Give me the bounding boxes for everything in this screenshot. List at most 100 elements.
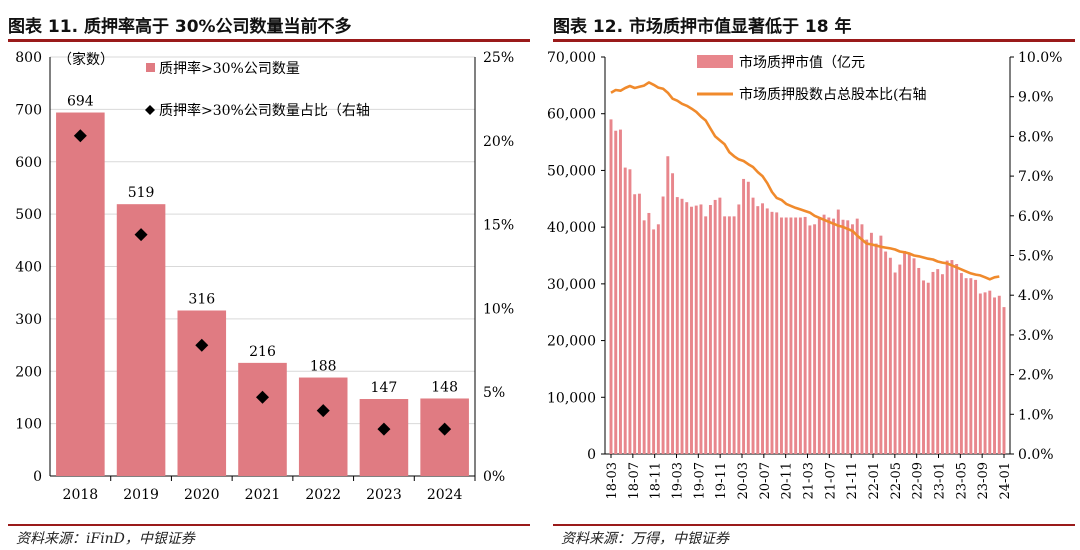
- bar: [708, 205, 712, 454]
- bar: [298, 377, 348, 476]
- x-tick-label: 23-09: [976, 462, 991, 499]
- y-tick-label: 100: [15, 417, 42, 433]
- bar: [642, 220, 646, 454]
- scatter-point: [316, 404, 330, 418]
- y-tick-label: 300: [15, 312, 42, 328]
- scatter-point: [438, 422, 452, 436]
- y-tick-label: 70,000: [547, 50, 596, 66]
- y-tick-label: 800: [15, 50, 42, 66]
- bar: [855, 218, 859, 454]
- x-tick-label: 18-07: [627, 462, 642, 499]
- bar: [727, 216, 731, 454]
- x-tick-label: 21-03: [802, 462, 817, 499]
- bar: [177, 310, 227, 476]
- x-tick-label: 20-11: [780, 462, 795, 499]
- x-tick-label: 21-11: [845, 462, 860, 499]
- bar: [775, 212, 779, 454]
- bar: [746, 181, 750, 454]
- unit-label: （家数）: [58, 51, 114, 68]
- legend-swatch-bars: [697, 55, 733, 68]
- bar: [359, 399, 409, 476]
- y2-tick-label: 0.0%: [1018, 447, 1054, 463]
- y-tick-label: 10,000: [547, 390, 596, 406]
- figure-title: 图表 12. 市场质押市值显著低于 18 年: [553, 17, 852, 37]
- bar: [813, 224, 817, 454]
- bar: [988, 290, 992, 454]
- bar: [609, 119, 613, 454]
- y2-tick-label: 15%: [483, 218, 514, 234]
- source-rule: [553, 524, 1075, 526]
- bar: [950, 260, 954, 454]
- bar: [784, 217, 788, 454]
- source-note: 资料来源：万得，中银证券: [561, 531, 729, 547]
- data-label: 148: [431, 379, 458, 395]
- x-tick-label: 23-01: [933, 462, 948, 499]
- x-tick-label: 2020: [184, 487, 220, 503]
- scatter-point: [256, 390, 269, 404]
- bar: [851, 224, 854, 454]
- x-tick-label: 2024: [427, 487, 463, 503]
- data-label: 188: [310, 359, 337, 375]
- bar: [912, 258, 916, 454]
- scatter-point: [377, 422, 391, 436]
- bar: [898, 264, 902, 454]
- bar: [874, 243, 878, 454]
- x-tick-label: 23-05: [954, 462, 969, 499]
- bar: [680, 198, 684, 454]
- y-tick-label: 60,000: [547, 107, 596, 123]
- bar: [737, 204, 741, 454]
- source-note: 资料来源：iFinD，中银证券: [16, 531, 195, 547]
- y-tick-label: 500: [15, 207, 42, 223]
- bar: [888, 257, 892, 454]
- bar: [917, 267, 921, 454]
- bar: [846, 220, 850, 454]
- bar: [704, 216, 708, 454]
- bar: [675, 197, 679, 454]
- bar: [822, 214, 826, 454]
- bar: [884, 251, 888, 454]
- x-tick-label: 19-03: [671, 462, 686, 499]
- scatter-point: [73, 129, 87, 143]
- y2-tick-label: 7.0%: [1018, 169, 1054, 185]
- x-tick-label: 2018: [63, 487, 99, 503]
- y2-tick-label: 10.0%: [1018, 50, 1062, 66]
- legend-label: 质押率>30%公司数量: [159, 60, 300, 77]
- bar: [922, 280, 925, 454]
- data-label: 316: [188, 291, 215, 307]
- bar: [993, 297, 996, 454]
- y2-tick-label: 20%: [483, 134, 514, 150]
- bar: [789, 217, 793, 454]
- bar: [742, 178, 746, 454]
- bar: [623, 167, 627, 455]
- bar: [836, 209, 840, 454]
- bar: [907, 254, 911, 454]
- bar: [671, 173, 675, 454]
- y2-tick-label: 6.0%: [1018, 209, 1054, 225]
- y2-tick-label: 8.0%: [1018, 129, 1054, 145]
- data-label: 147: [371, 380, 398, 396]
- x-tick-label: 19-11: [714, 462, 729, 499]
- bar: [765, 208, 769, 454]
- x-tick-label: 22-05: [889, 462, 904, 499]
- data-label: 216: [249, 344, 276, 360]
- x-tick-label: 21-07: [823, 462, 838, 499]
- legend-label: 市场质押股数占总股本比(右轴: [739, 86, 926, 103]
- bar: [808, 225, 812, 454]
- y2-tick-label: 0%: [483, 469, 505, 485]
- y2-tick-label: 5%: [483, 385, 505, 401]
- bar: [238, 362, 287, 476]
- chart-panel-left: 图表 11. 质押率高于 30%公司数量当前不多 0 100 200 300 400 50…: [0, 0, 530, 550]
- bar: [718, 197, 722, 454]
- combo-chart-right: 0 10,000 20,000 30,000 40,000 50,000 60,000 70,…: [547, 50, 1062, 499]
- y2-tick-label: 25%: [483, 50, 514, 66]
- x-tick-label: 2021: [245, 487, 281, 503]
- y-tick-label: 400: [15, 260, 42, 276]
- bar: [964, 278, 968, 454]
- source-rule: [8, 524, 530, 526]
- x-tick-label: 2023: [366, 487, 402, 503]
- title-rule: [8, 39, 530, 42]
- bar: [997, 295, 1001, 454]
- legend-label: 质押率>30%公司数量占比（右轴: [159, 102, 370, 119]
- bar: [779, 217, 783, 454]
- bar: [959, 273, 963, 454]
